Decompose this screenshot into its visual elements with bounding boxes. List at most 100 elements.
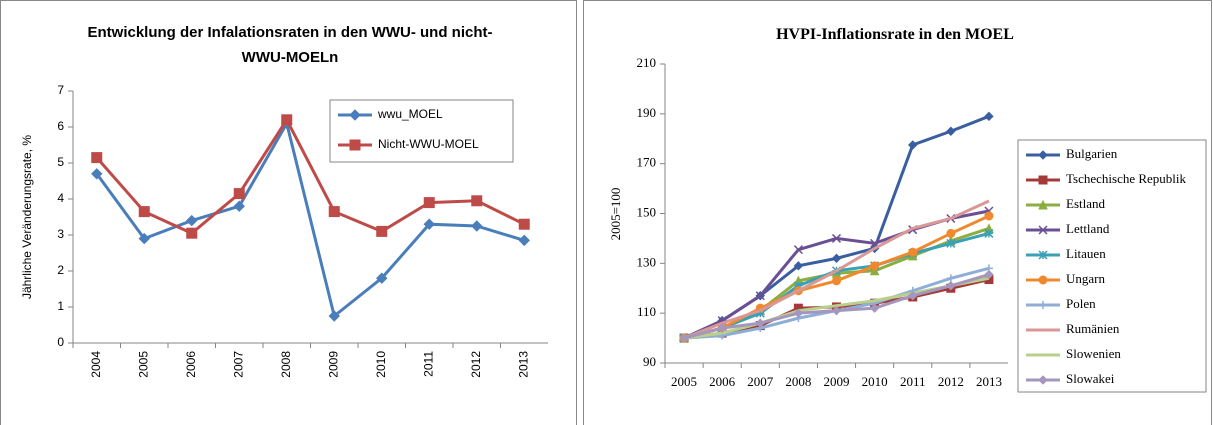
marker bbox=[1038, 250, 1048, 260]
marker bbox=[1038, 225, 1048, 235]
panel-border bbox=[0, 0, 577, 425]
x-tick-label: 2004 bbox=[89, 351, 103, 378]
x-tick-label: 2011 bbox=[421, 351, 435, 377]
marker bbox=[518, 234, 530, 247]
series-line bbox=[95, 116, 525, 235]
legend-box bbox=[1017, 139, 1207, 393]
marker bbox=[793, 308, 804, 318]
x-tick-label: 2007 bbox=[747, 374, 774, 389]
marker bbox=[1038, 175, 1048, 185]
marker bbox=[831, 233, 842, 243]
legend-label: Nicht-WWU-MOEL bbox=[378, 137, 479, 151]
marker bbox=[984, 228, 994, 238]
marker bbox=[870, 261, 880, 271]
x-tick-label: 2008 bbox=[279, 351, 293, 378]
legend-label: Estland bbox=[1066, 196, 1105, 211]
legend-label: Ungarn bbox=[1066, 271, 1105, 286]
chart-right: 90 110 130 150 170 190 210 2005 2006 2007 2008 2009… bbox=[608, 55, 1207, 393]
y-tick-label: 210 bbox=[637, 55, 657, 70]
marker bbox=[423, 197, 435, 209]
marker bbox=[755, 318, 765, 328]
x-tick-label: 2013 bbox=[516, 351, 530, 378]
x-tick-label: 2012 bbox=[938, 374, 964, 389]
marker bbox=[1038, 199, 1048, 210]
marker bbox=[832, 276, 841, 286]
y-tick-label: 5 bbox=[57, 155, 64, 169]
x-tick-label: 2005 bbox=[136, 351, 150, 378]
marker bbox=[1038, 275, 1048, 285]
marker bbox=[869, 265, 880, 276]
chart-title: Entwicklung der Infalationsraten in den … bbox=[87, 24, 493, 66]
y-tick-label: 6 bbox=[57, 119, 64, 133]
y-tick-label: 7 bbox=[57, 83, 64, 97]
legend-box bbox=[329, 99, 514, 163]
y-tick-label: 1 bbox=[57, 299, 64, 313]
y-axis-title: 2005=100 bbox=[608, 188, 623, 241]
marker bbox=[91, 168, 103, 180]
x-tick-label: 2005 bbox=[671, 374, 697, 389]
marker bbox=[1038, 150, 1048, 160]
y-tick-label: 130 bbox=[637, 254, 657, 269]
legend-label: Rumänien bbox=[1066, 321, 1120, 336]
marker bbox=[984, 269, 994, 280]
marker bbox=[946, 228, 956, 238]
marker bbox=[328, 206, 340, 218]
marker bbox=[755, 291, 765, 301]
marker bbox=[281, 114, 293, 126]
legend-label: Slowakei bbox=[1066, 371, 1115, 386]
marker bbox=[233, 188, 245, 200]
x-tick-label: 2013 bbox=[976, 374, 1002, 389]
marker bbox=[984, 111, 994, 122]
panel-border bbox=[583, 0, 1212, 425]
chart-left: 0 1 2 3 4 5 6 7 2004 2005 2006 2007 2008 2009 2010 2011… bbox=[20, 83, 548, 378]
marker bbox=[518, 218, 530, 230]
y-axis-title: Jährliche Veränderungsrate, % bbox=[20, 135, 34, 299]
chart-title: HVPI-Inflationsrate in den MOEL bbox=[776, 26, 1014, 43]
y-tick-label: 4 bbox=[57, 191, 64, 205]
marker bbox=[755, 308, 765, 318]
y-tick-label: 190 bbox=[637, 105, 657, 120]
marker bbox=[423, 218, 435, 230]
marker bbox=[831, 305, 842, 316]
legend-label: Polen bbox=[1066, 296, 1096, 311]
legend-label: Litauen bbox=[1066, 246, 1106, 261]
legend-label: Bulgarien bbox=[1066, 146, 1118, 161]
marker bbox=[186, 227, 198, 239]
marker bbox=[793, 261, 804, 271]
marker bbox=[946, 281, 956, 291]
x-tick-label: 2009 bbox=[326, 351, 340, 378]
marker bbox=[376, 225, 388, 237]
marker bbox=[186, 214, 198, 227]
y-tick-label: 90 bbox=[643, 354, 656, 369]
x-tick-label: 2006 bbox=[184, 351, 198, 378]
x-tick-label: 2006 bbox=[709, 374, 736, 389]
marker bbox=[349, 139, 361, 151]
y-tick-label: 150 bbox=[637, 204, 657, 219]
marker bbox=[869, 303, 880, 313]
marker bbox=[984, 211, 994, 221]
x-tick-label: 2012 bbox=[469, 351, 483, 378]
x-tick-label: 2010 bbox=[374, 351, 388, 378]
marker bbox=[946, 126, 956, 136]
series-line bbox=[95, 119, 525, 319]
marker bbox=[908, 140, 918, 150]
marker bbox=[1038, 375, 1048, 385]
marker bbox=[471, 195, 483, 207]
marker bbox=[328, 310, 340, 322]
series-line bbox=[683, 199, 990, 340]
legend-label: Tschechische Republik bbox=[1066, 171, 1187, 186]
marker bbox=[946, 238, 956, 248]
legend-label: Lettland bbox=[1066, 221, 1110, 236]
marker bbox=[717, 323, 727, 333]
y-tick-label: 2 bbox=[57, 263, 64, 277]
marker bbox=[946, 274, 955, 283]
marker bbox=[138, 206, 150, 218]
marker bbox=[679, 333, 689, 343]
y-tick-label: 0 bbox=[57, 335, 64, 349]
marker bbox=[471, 220, 483, 232]
marker bbox=[793, 281, 803, 291]
legend-label: Slowenien bbox=[1066, 346, 1121, 361]
x-tick-label: 2009 bbox=[824, 374, 850, 389]
